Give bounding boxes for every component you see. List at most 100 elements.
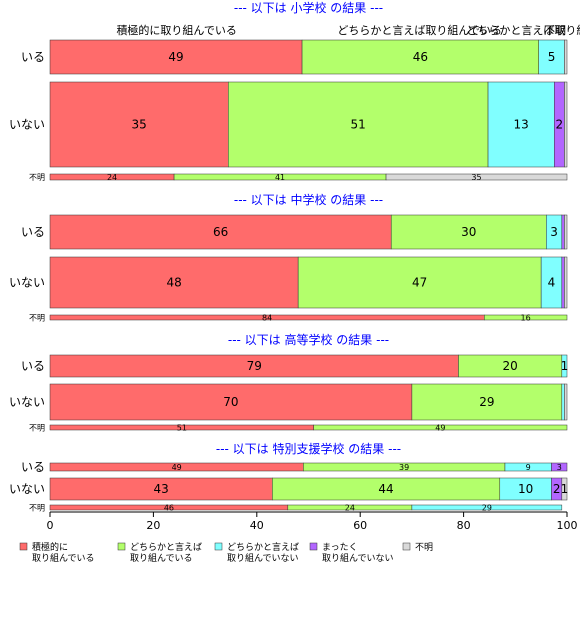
bar-segment [561,214,565,250]
bar-value-label: 49 [168,50,183,64]
row-label: 不明 [29,313,45,322]
bar-value-label: 16 [521,313,531,322]
bar-segment [484,314,568,321]
bar-value-label: 3 [557,463,562,472]
bar-value-label: 29 [482,503,492,512]
bar-value-label: 48 [166,276,181,290]
bar-value-label: 10 [518,482,533,496]
bar-value-label: 39 [399,463,409,472]
bar-segment [49,256,299,309]
bar-value-label: 9 [526,463,531,472]
bar-value-label: 49 [172,463,182,472]
bar-segment [561,256,565,309]
x-tick-label: 20 [146,519,160,532]
bar-value-label: 35 [131,118,146,132]
row-label: いる [21,225,45,239]
bar-value-label: 20 [502,359,517,373]
bar-value-label: 13 [514,118,529,132]
bar-value-label: 24 [345,503,355,512]
row-label: 不明 [29,503,45,512]
bar-value-label: 29 [479,395,494,409]
bar-value-label: 35 [471,173,481,182]
bar-segment [49,214,392,250]
bar-value-label: 47 [412,276,427,290]
bar-segment [551,462,568,472]
bar-value-label: 51 [351,118,366,132]
top-category-label: 積極的に取り組んでいる [116,23,236,37]
row-label: いる [21,460,45,474]
bar-value-label: 70 [223,395,238,409]
bar-value-label: 51 [177,423,187,432]
bar-value-label: 79 [247,359,262,373]
bar-value-label: 3 [550,225,558,239]
row-label: いる [21,50,45,64]
row-label: いない [9,482,45,496]
legend-label: 積極的に [32,541,68,553]
x-tick-label: 60 [353,519,367,532]
bar-segment [538,39,565,75]
bar-segment [49,383,413,421]
legend-label: 取り組んでいない [227,552,299,564]
bar-value-label: 46 [413,50,428,64]
bar-value-label: 1 [561,482,569,496]
bar-segment [564,214,568,250]
row-label: 不明 [29,173,45,182]
bar-segment [228,81,489,168]
bar-segment [385,173,568,181]
legend-label: まったく [322,542,358,553]
legend-swatch [19,542,28,551]
bar-segment [411,504,563,511]
bar-value-label: 24 [107,173,117,182]
bar-segment [561,477,568,501]
legend-swatch [117,542,126,551]
bar-value-label: 66 [213,225,228,239]
x-tick-label: 100 [557,519,578,532]
bar-value-label: 30 [461,225,476,239]
row-label: いない [9,395,45,409]
bar-value-label: 49 [435,423,445,432]
bar-segment [487,81,555,168]
bar-segment [390,214,547,250]
bar-segment [564,383,568,421]
section-title: --- 以下は 中学校 の結果 --- [234,192,383,207]
legend-label: 取り組んでいる [32,552,95,564]
legend-label: 取り組んでいない [322,552,394,564]
bar-value-label: 1 [561,359,569,373]
legend-swatch [214,542,223,551]
bar-value-label: 84 [262,313,272,322]
bar-value-label: 44 [378,482,393,496]
bar-value-label: 2 [556,118,564,132]
x-tick-label: 40 [250,519,264,532]
bar-value-label: 5 [548,50,556,64]
legend-swatch [402,542,411,551]
row-label: いない [9,118,45,132]
bar-segment [561,383,565,421]
x-tick-label: 80 [457,519,471,532]
row-label: いる [21,359,45,373]
bar-segment [564,81,568,168]
bar-segment [561,354,568,378]
bar-value-label: 4 [548,276,556,290]
x-tick-label: 0 [47,519,54,532]
legend-label: 不明 [415,542,433,553]
legend-label: 取り組んでいる [130,552,193,564]
legend-label: どちらかと言えば [227,541,299,553]
bar-value-label: 43 [154,482,169,496]
legend-swatch [309,542,318,551]
bar-segment [49,81,229,168]
top-category-label: どちらかと言えば取り組んでいる [337,24,501,37]
bar-segment [297,256,542,309]
section-title: --- 以下は 高等学校 の結果 --- [228,332,389,347]
row-label: 不明 [29,423,45,432]
section-title: --- 以下は 特別支援学校 の結果 --- [216,441,401,456]
bar-segment [313,424,568,431]
bar-value-label: 41 [275,173,285,182]
bar-segment [411,383,563,421]
top-category-label: 不明 [544,24,566,37]
legend-label: どちらかと言えば [130,541,202,553]
bar-segment [564,39,568,75]
bar-segment [49,39,303,75]
bar-value-label: 2 [553,482,561,496]
